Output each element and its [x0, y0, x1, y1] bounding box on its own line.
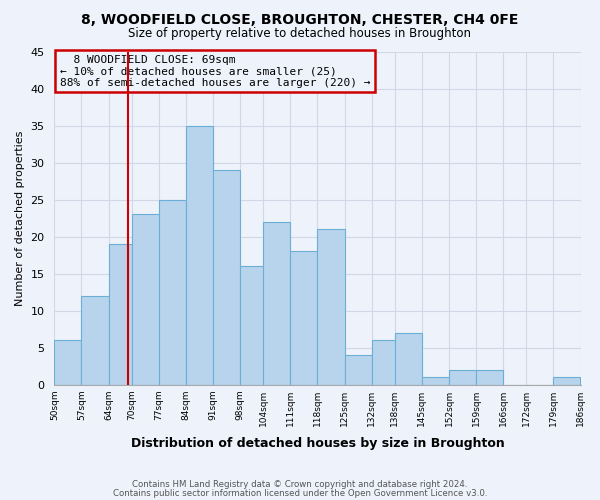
Bar	[240, 266, 267, 384]
Bar	[553, 377, 580, 384]
Text: Contains public sector information licensed under the Open Government Licence v3: Contains public sector information licen…	[113, 488, 487, 498]
Bar	[132, 214, 159, 384]
Text: Contains HM Land Registry data © Crown copyright and database right 2024.: Contains HM Land Registry data © Crown c…	[132, 480, 468, 489]
Bar	[422, 377, 449, 384]
Bar	[449, 370, 476, 384]
Bar	[213, 170, 240, 384]
Text: 8, WOODFIELD CLOSE, BROUGHTON, CHESTER, CH4 0FE: 8, WOODFIELD CLOSE, BROUGHTON, CHESTER, …	[82, 12, 518, 26]
Bar	[263, 222, 290, 384]
Bar	[82, 296, 109, 384]
Bar	[476, 370, 503, 384]
X-axis label: Distribution of detached houses by size in Broughton: Distribution of detached houses by size …	[131, 437, 505, 450]
Bar	[344, 355, 371, 384]
Y-axis label: Number of detached properties: Number of detached properties	[15, 130, 25, 306]
Bar	[109, 244, 136, 384]
Text: 8 WOODFIELD CLOSE: 69sqm
← 10% of detached houses are smaller (25)
88% of semi-d: 8 WOODFIELD CLOSE: 69sqm ← 10% of detach…	[59, 55, 370, 88]
Bar	[371, 340, 398, 384]
Bar	[395, 333, 422, 384]
Bar	[159, 200, 186, 384]
Bar	[290, 252, 317, 384]
Bar	[186, 126, 213, 384]
Bar	[55, 340, 82, 384]
Bar	[317, 229, 344, 384]
Text: Size of property relative to detached houses in Broughton: Size of property relative to detached ho…	[128, 28, 472, 40]
